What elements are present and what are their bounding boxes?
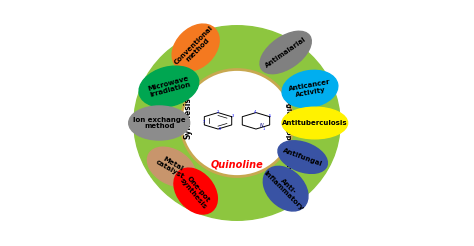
Text: Antifungal: Antifungal bbox=[282, 147, 323, 167]
Text: 8: 8 bbox=[219, 127, 221, 131]
Text: 3: 3 bbox=[232, 114, 234, 118]
Ellipse shape bbox=[139, 66, 199, 107]
Text: Anti-
Inflammatory: Anti- Inflammatory bbox=[262, 165, 309, 212]
Text: N: N bbox=[260, 123, 264, 128]
Text: Conventional
method: Conventional method bbox=[173, 25, 219, 70]
Ellipse shape bbox=[147, 147, 195, 186]
Ellipse shape bbox=[278, 141, 328, 173]
Ellipse shape bbox=[181, 69, 293, 177]
Text: One-pot
synthesis: One-pot synthesis bbox=[179, 172, 213, 210]
Text: 4: 4 bbox=[254, 110, 256, 114]
Text: Quinoline: Quinoline bbox=[210, 159, 264, 169]
Text: 2: 2 bbox=[217, 110, 219, 114]
Text: 5: 5 bbox=[268, 114, 271, 118]
Ellipse shape bbox=[260, 31, 311, 74]
Text: 7: 7 bbox=[203, 120, 205, 124]
Text: Ion exchange
method: Ion exchange method bbox=[133, 117, 185, 129]
Text: Biological Applications: Biological Applications bbox=[285, 83, 291, 173]
Ellipse shape bbox=[264, 166, 308, 211]
Text: Antituberculosis: Antituberculosis bbox=[282, 120, 347, 126]
Ellipse shape bbox=[282, 70, 338, 108]
Ellipse shape bbox=[282, 107, 347, 139]
Text: Metal
catalyst: Metal catalyst bbox=[155, 154, 188, 180]
Ellipse shape bbox=[172, 24, 219, 71]
Text: Microwave
irradiation: Microwave irradiation bbox=[147, 75, 191, 98]
Text: Synthesis: Synthesis bbox=[184, 97, 193, 139]
Text: Antimalarial: Antimalarial bbox=[264, 36, 307, 69]
Ellipse shape bbox=[129, 106, 190, 140]
Ellipse shape bbox=[134, 26, 340, 220]
Text: 1: 1 bbox=[263, 127, 265, 131]
Text: Anticancer
Activity: Anticancer Activity bbox=[288, 79, 332, 99]
Ellipse shape bbox=[174, 168, 217, 214]
